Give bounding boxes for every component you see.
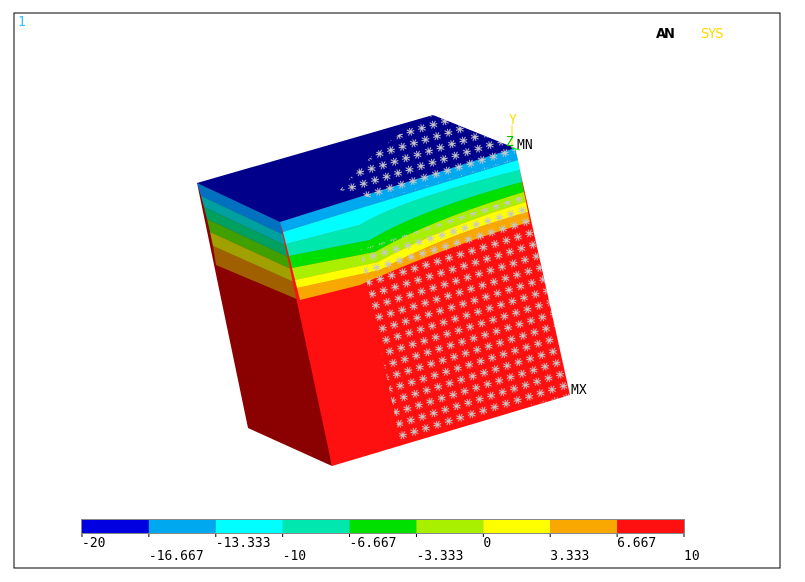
legend-swatch <box>416 520 484 533</box>
legend-label: -16.667 <box>149 549 204 564</box>
triad-y-label: Y <box>509 113 517 128</box>
left-band <box>197 183 284 235</box>
legend-swatch <box>148 520 216 533</box>
legend-label: 10 <box>684 549 700 564</box>
legend-swatch <box>82 520 149 533</box>
load-arrows <box>360 195 570 440</box>
max-label: MX <box>571 383 587 398</box>
left-band <box>213 246 299 300</box>
left-band <box>204 207 290 258</box>
front-band <box>289 182 524 268</box>
contour-legend: -20 -16.667 -13.333 -10 -6.667 -3.333 0 3.333 6.… <box>81 519 700 564</box>
legend-swatch <box>282 520 350 533</box>
legend-swatch <box>215 520 283 533</box>
window-number: 1 <box>18 15 26 30</box>
legend-label: 0 <box>483 536 491 551</box>
legend-label: -6.667 <box>350 536 397 551</box>
legend-swatch <box>483 520 551 533</box>
left-band <box>210 232 296 283</box>
triad-z-axis <box>511 147 521 151</box>
model <box>197 115 570 466</box>
triad-z-label: Z <box>506 135 514 150</box>
front-band <box>286 170 522 256</box>
triad: Y Z <box>506 113 521 151</box>
legend-label: 3.333 <box>550 549 589 564</box>
legend-label: -13.333 <box>216 536 271 551</box>
legend-swatch <box>550 520 618 533</box>
legend-label: -10 <box>283 549 306 564</box>
legend-swatch <box>617 520 684 533</box>
logo-right: SYS <box>701 27 723 42</box>
legend-label: -20 <box>82 536 105 551</box>
logo-left: AN <box>656 27 674 42</box>
legend-label: 6.667 <box>617 536 656 551</box>
front-band <box>283 160 520 244</box>
load-arrows <box>340 115 515 200</box>
left-band <box>207 219 293 270</box>
min-label: MN <box>517 138 533 153</box>
legend-label: -3.333 <box>416 549 463 564</box>
legend-swatch <box>349 520 417 533</box>
left-band <box>201 196 287 246</box>
